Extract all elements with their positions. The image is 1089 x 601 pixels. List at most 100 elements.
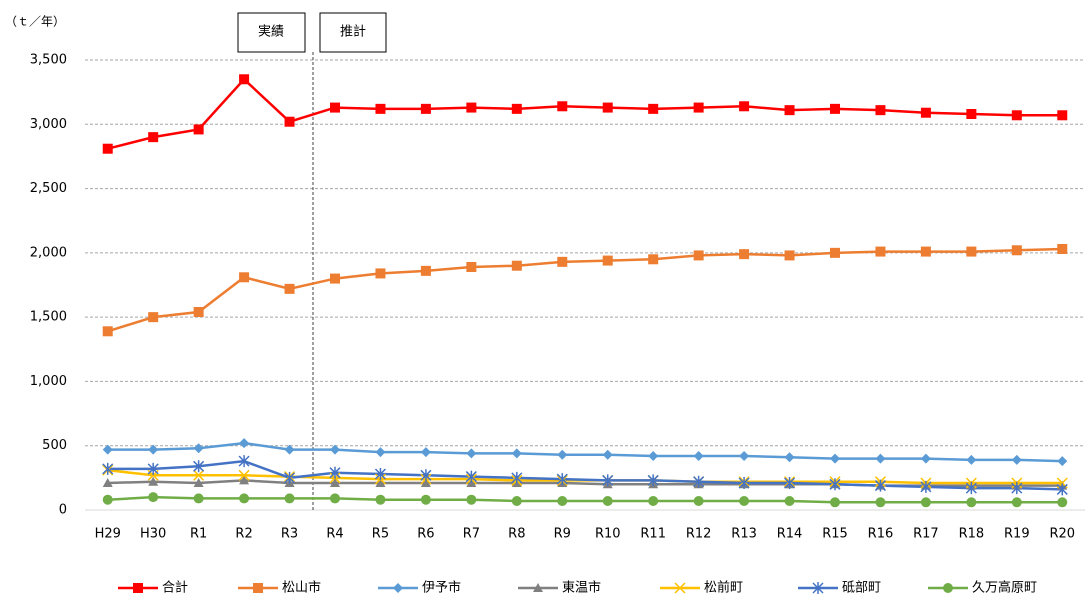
marker <box>375 447 386 458</box>
marker <box>830 497 840 508</box>
x-tick-label: R4 <box>326 527 343 542</box>
x-tick-label: R8 <box>508 527 525 542</box>
marker <box>602 474 614 487</box>
marker <box>148 312 159 323</box>
marker <box>148 492 159 503</box>
marker <box>329 466 341 479</box>
x-tick-label: R13 <box>731 527 757 542</box>
marker <box>1057 110 1068 121</box>
x-tick-label: R14 <box>777 527 803 542</box>
marker <box>693 496 704 506</box>
marker <box>193 478 204 487</box>
marker <box>648 496 659 506</box>
marker <box>284 283 295 294</box>
marker <box>784 452 795 463</box>
marker <box>193 460 205 473</box>
marker <box>874 479 886 492</box>
marker <box>1011 110 1022 121</box>
marker <box>784 496 795 506</box>
annotation-box <box>319 12 387 53</box>
marker <box>420 478 431 487</box>
marker <box>239 74 250 85</box>
marker <box>556 473 568 486</box>
marker <box>920 453 931 464</box>
marker <box>966 454 977 465</box>
marker <box>511 496 522 506</box>
marker <box>1011 245 1022 256</box>
marker <box>374 468 386 480</box>
legend-label: 砥部町 <box>842 581 881 596</box>
marker <box>830 247 840 258</box>
annotation: 推計 <box>340 24 366 40</box>
x-tick-label: R1 <box>190 527 207 542</box>
marker <box>420 103 431 114</box>
x-tick-label: H29 <box>95 527 121 542</box>
marker <box>193 469 205 481</box>
marker <box>829 478 841 491</box>
marker <box>466 448 477 459</box>
marker <box>920 246 931 257</box>
marker <box>239 272 250 283</box>
marker <box>511 448 522 459</box>
marker <box>557 496 568 506</box>
marker <box>193 443 204 454</box>
marker <box>648 451 659 461</box>
x-tick-label: R20 <box>1049 527 1075 542</box>
x-tick-label: R7 <box>463 527 480 542</box>
marker <box>965 482 977 495</box>
marker <box>693 250 704 261</box>
x-tick-label: R5 <box>372 527 389 542</box>
marker <box>102 143 113 154</box>
legend-marker <box>674 582 686 594</box>
marker <box>602 496 613 506</box>
x-tick-label: H30 <box>140 527 166 542</box>
marker <box>193 493 204 504</box>
series-line <box>107 459 1063 491</box>
y-tick-label: 1,500 <box>30 310 67 325</box>
marker <box>466 494 477 505</box>
marker <box>1057 456 1068 467</box>
annotation-box <box>237 12 306 53</box>
marker <box>330 478 340 487</box>
marker <box>148 444 159 455</box>
marker <box>465 470 477 483</box>
legend-label: 東温市 <box>562 580 601 596</box>
marker <box>966 497 977 508</box>
marker <box>102 494 113 505</box>
marker <box>1057 497 1068 508</box>
marker <box>148 132 159 143</box>
series-line <box>107 77 1063 150</box>
marker <box>239 475 250 485</box>
marker <box>148 476 159 486</box>
y-tick-label: 2,500 <box>30 181 67 196</box>
marker <box>375 268 386 279</box>
marker <box>920 497 931 508</box>
marker <box>739 496 750 506</box>
marker <box>147 462 159 475</box>
marker <box>102 444 113 455</box>
marker <box>511 103 522 114</box>
marker <box>284 471 296 484</box>
marker <box>330 493 340 504</box>
y-tick-label: 2,000 <box>30 245 67 260</box>
marker <box>375 478 386 487</box>
marker <box>648 254 659 265</box>
x-tick-label: R18 <box>959 527 985 542</box>
marker <box>830 453 840 464</box>
x-tick-label: R19 <box>1004 527 1030 542</box>
marker <box>830 103 840 114</box>
marker <box>875 105 886 116</box>
legend-label: 松前町 <box>704 580 743 596</box>
legend-marker <box>533 583 543 592</box>
marker <box>511 471 523 484</box>
y-tick-label: 0 <box>59 503 67 518</box>
marker <box>738 477 750 489</box>
x-tick-label: R2 <box>235 527 252 542</box>
legend-marker <box>133 583 143 593</box>
legend-label: 久万高原町 <box>972 580 1037 596</box>
marker <box>784 105 795 116</box>
marker <box>284 116 295 127</box>
marker <box>784 250 795 261</box>
marker <box>966 246 977 257</box>
